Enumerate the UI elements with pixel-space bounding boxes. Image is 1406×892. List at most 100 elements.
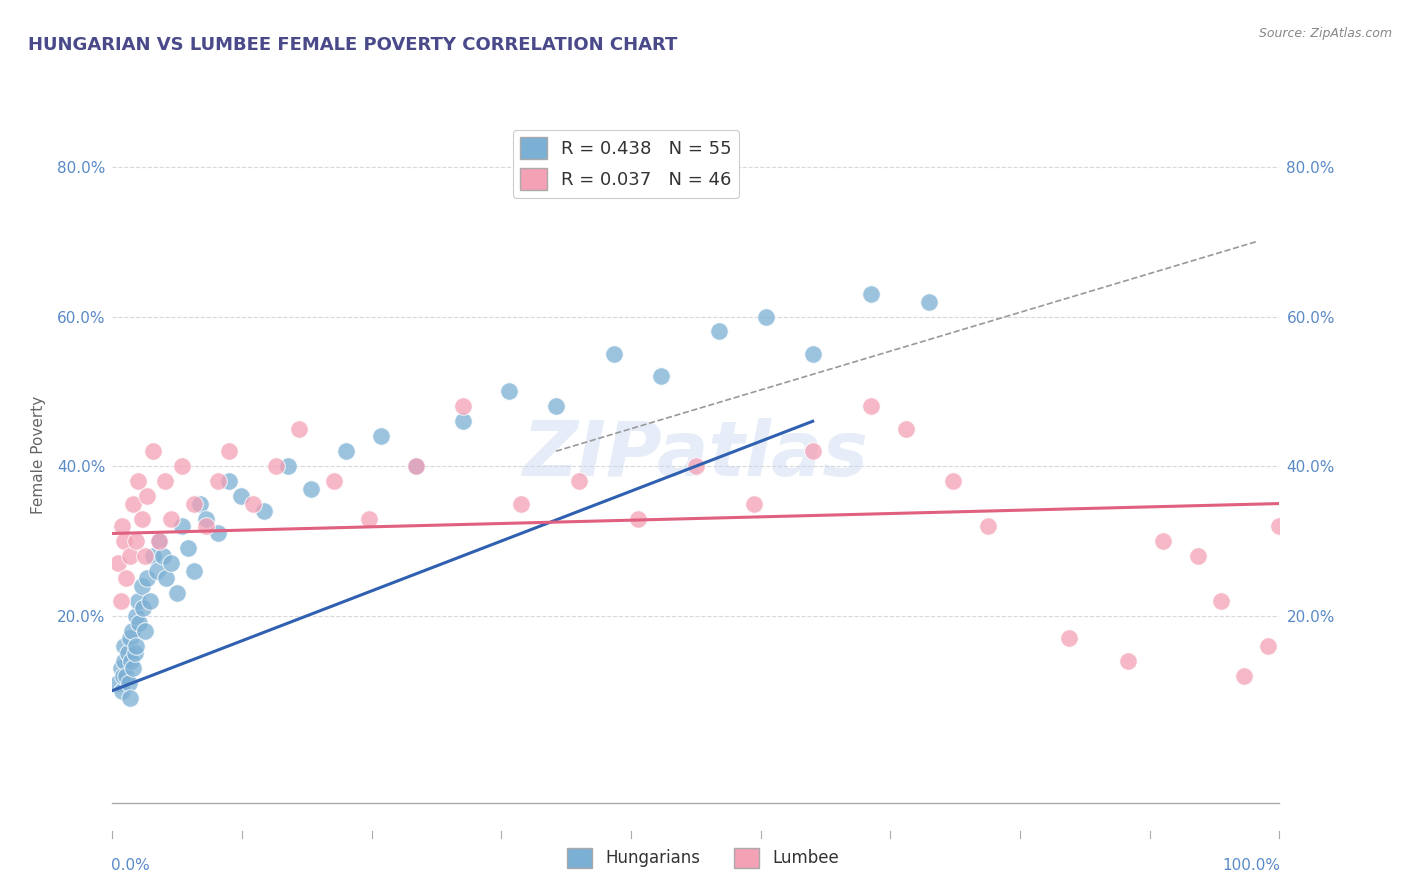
Text: 100.0%: 100.0% [1223, 858, 1281, 873]
Point [1233, 668, 1256, 682]
Point [112, 654, 135, 668]
Point [142, 549, 165, 563]
Point [125, 639, 148, 653]
Point [166, 586, 188, 600]
Point [136, 571, 159, 585]
Point [276, 459, 298, 474]
Point [112, 533, 135, 548]
Point [132, 601, 155, 615]
Point [124, 646, 146, 660]
Point [509, 497, 531, 511]
Point [136, 489, 159, 503]
Point [146, 564, 169, 578]
Point [1116, 654, 1139, 668]
Point [405, 459, 427, 474]
Point [1059, 631, 1081, 645]
Point [172, 459, 194, 474]
Point [115, 668, 138, 682]
Point [207, 474, 229, 488]
Text: ZIPatlas: ZIPatlas [523, 418, 869, 491]
Point [148, 533, 170, 548]
Point [253, 504, 276, 518]
Point [131, 579, 153, 593]
Point [859, 287, 883, 301]
Point [125, 533, 148, 548]
Point [709, 325, 731, 339]
Point [122, 497, 145, 511]
Point [194, 511, 217, 525]
Point [568, 474, 591, 488]
Point [323, 474, 346, 488]
Point [110, 594, 132, 608]
Point [859, 399, 883, 413]
Legend: Hungarians, Lumbee: Hungarians, Lumbee [561, 841, 845, 875]
Point [299, 482, 322, 496]
Point [451, 399, 474, 413]
Point [264, 459, 287, 474]
Point [894, 422, 917, 436]
Point [183, 564, 205, 578]
Point [370, 429, 392, 443]
Point [229, 489, 252, 503]
Point [942, 474, 965, 488]
Point [152, 549, 174, 563]
Point [801, 347, 824, 361]
Point [1152, 533, 1174, 548]
Point [122, 661, 145, 675]
Point [650, 369, 672, 384]
Point [118, 676, 141, 690]
Legend: R = 0.438   N = 55, R = 0.037   N = 46: R = 0.438 N = 55, R = 0.037 N = 46 [513, 130, 740, 197]
Point [218, 474, 240, 488]
Text: Source: ZipAtlas.com: Source: ZipAtlas.com [1258, 27, 1392, 40]
Point [125, 608, 148, 623]
Point [142, 444, 165, 458]
Point [110, 661, 132, 675]
Point [107, 557, 129, 571]
Point [139, 594, 162, 608]
Point [183, 497, 205, 511]
Point [405, 459, 427, 474]
Point [115, 571, 138, 585]
Point [172, 519, 194, 533]
Point [128, 616, 150, 631]
Point [153, 474, 176, 488]
Point [1257, 639, 1279, 653]
Point [544, 399, 567, 413]
Point [118, 691, 141, 706]
Point [148, 533, 170, 548]
Point [177, 541, 200, 556]
Point [288, 422, 311, 436]
Point [451, 414, 474, 428]
Point [155, 571, 177, 585]
Point [359, 511, 381, 525]
Text: 0.0%: 0.0% [111, 858, 150, 873]
Point [1209, 594, 1232, 608]
Point [111, 683, 134, 698]
Point [131, 511, 153, 525]
Point [118, 549, 141, 563]
Point [627, 511, 650, 525]
Point [801, 444, 824, 458]
Point [335, 444, 357, 458]
Point [160, 557, 183, 571]
Point [134, 624, 156, 638]
Point [127, 594, 149, 608]
Point [111, 668, 134, 682]
Point [603, 347, 626, 361]
Point [1268, 519, 1291, 533]
Point [134, 549, 156, 563]
Point [188, 497, 211, 511]
Y-axis label: Female Poverty: Female Poverty [31, 396, 46, 514]
Point [918, 294, 941, 309]
Point [111, 519, 134, 533]
Text: HUNGARIAN VS LUMBEE FEMALE POVERTY CORRELATION CHART: HUNGARIAN VS LUMBEE FEMALE POVERTY CORRE… [28, 36, 678, 54]
Point [218, 444, 240, 458]
Point [498, 384, 520, 399]
Point [118, 631, 141, 645]
Point [121, 624, 143, 638]
Point [112, 639, 135, 653]
Point [755, 310, 778, 324]
Point [117, 646, 139, 660]
Point [207, 526, 229, 541]
Point [127, 474, 149, 488]
